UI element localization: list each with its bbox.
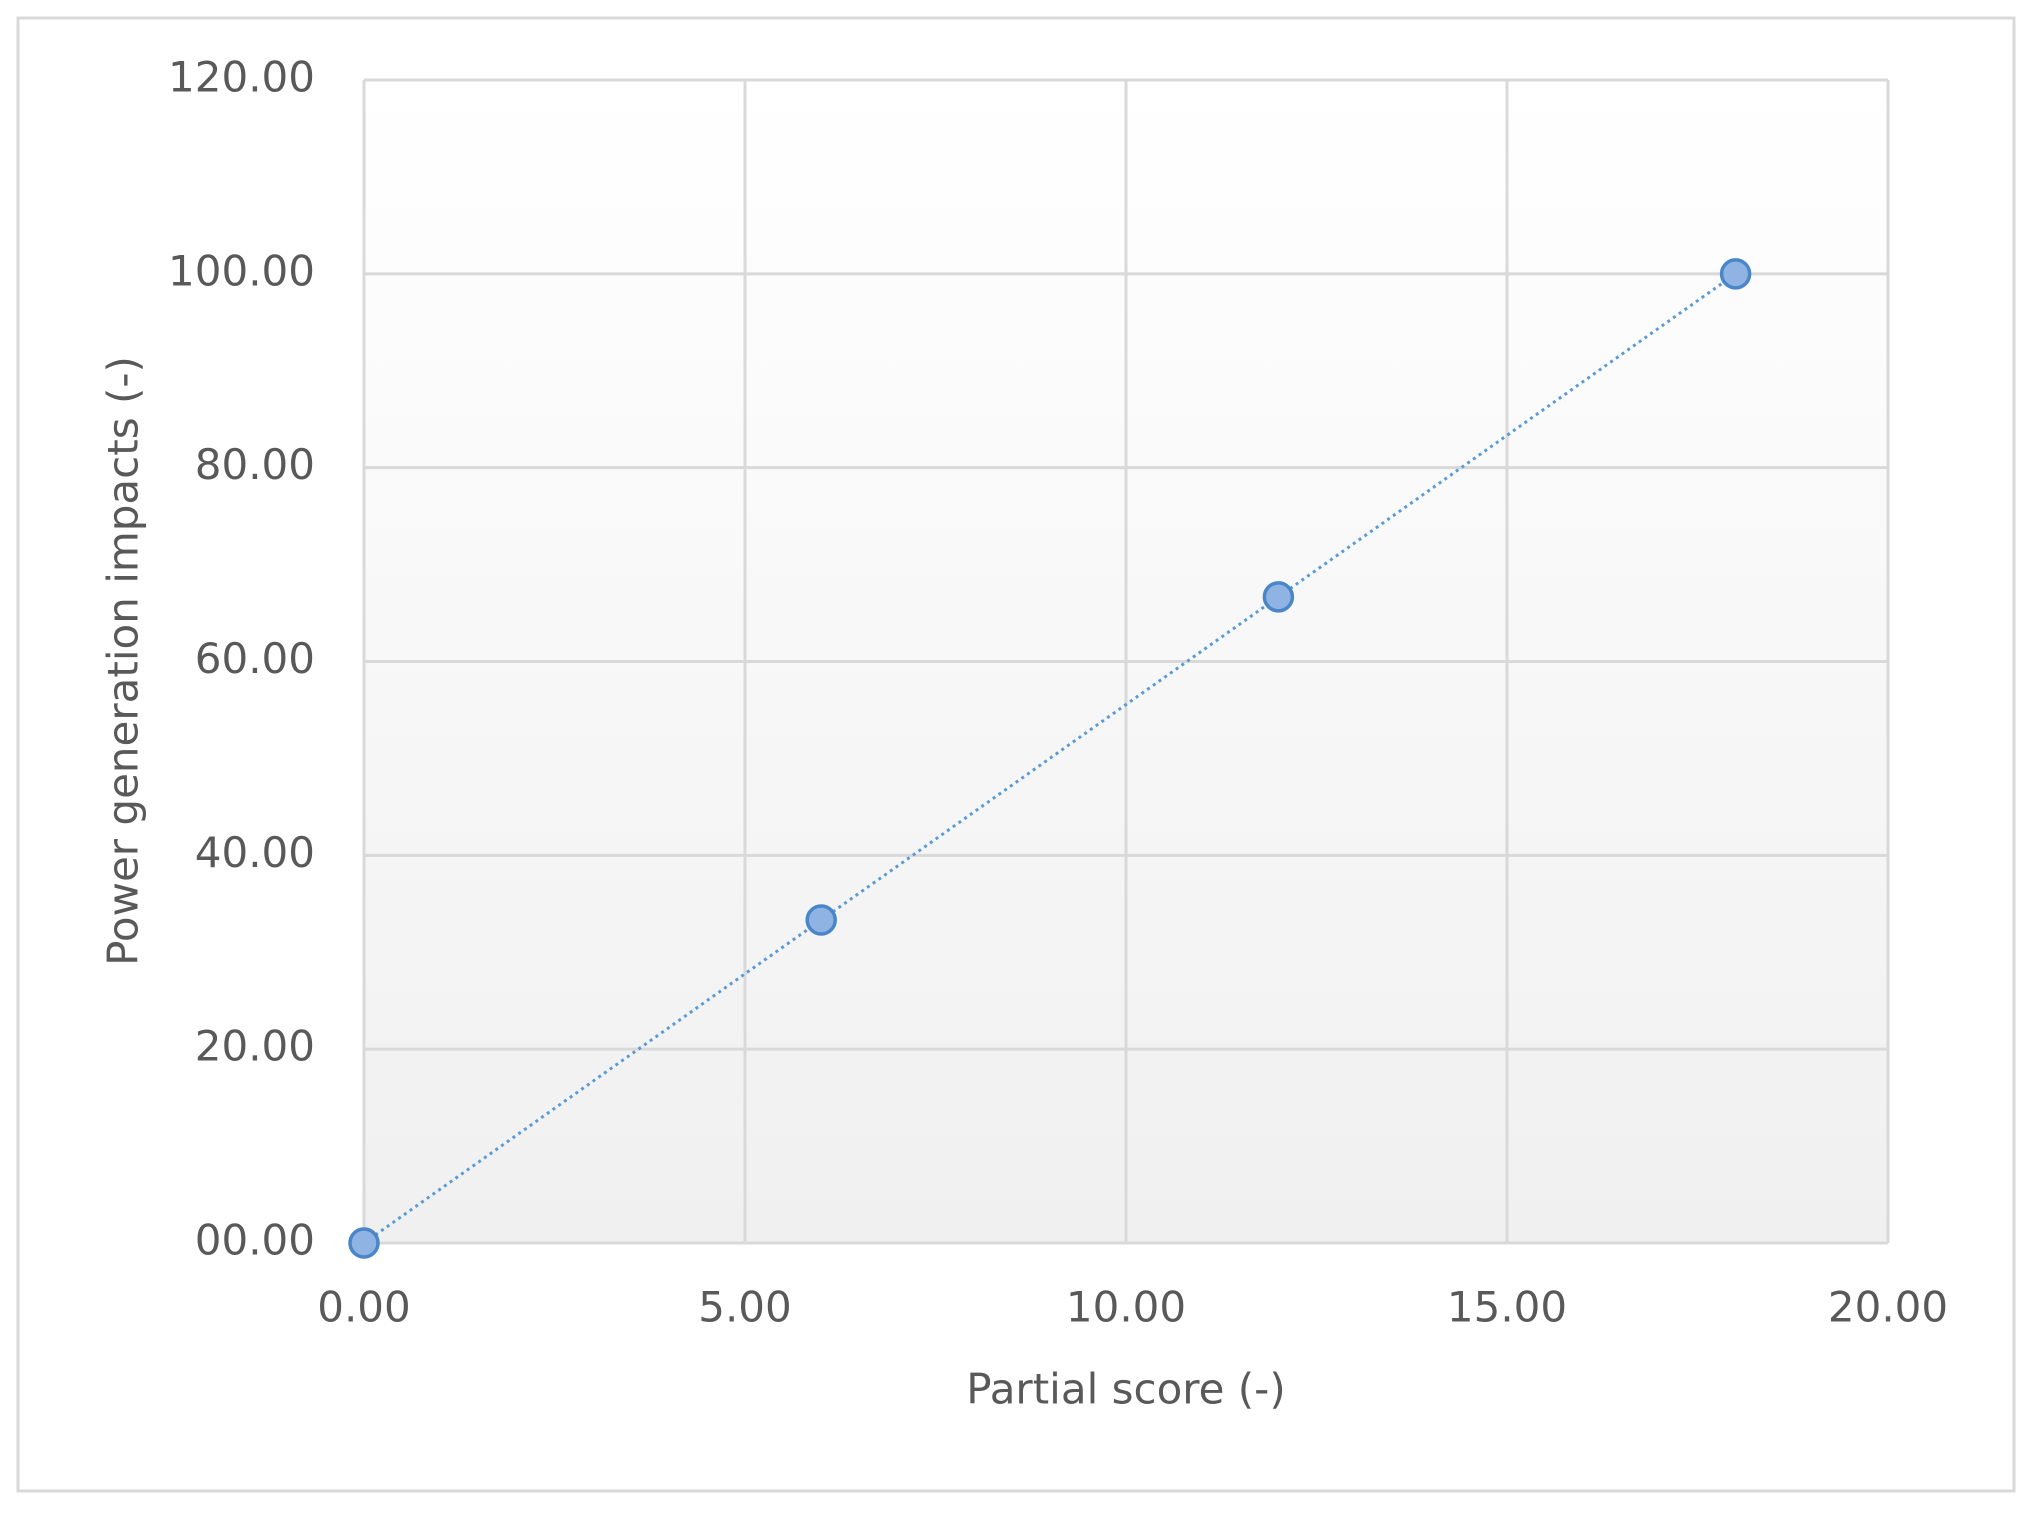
y-tick-label: 120.00 <box>168 53 315 102</box>
y-tick-label: 40.00 <box>195 828 315 877</box>
y-tick-label: 20.00 <box>195 1022 315 1071</box>
x-axis-title: Partial score (-) <box>966 1365 1285 1414</box>
x-tick-label: 20.00 <box>1828 1283 1948 1332</box>
y-tick-label: 00.00 <box>195 1216 315 1265</box>
y-axis-title: Power generation impacts (-) <box>99 356 148 966</box>
y-tick-label: 60.00 <box>195 634 315 683</box>
x-tick-label: 5.00 <box>698 1283 792 1332</box>
x-tick-label: 15.00 <box>1447 1283 1567 1332</box>
data-point <box>805 904 837 936</box>
y-tick-label: 80.00 <box>195 440 315 489</box>
data-point <box>1719 258 1752 290</box>
x-tick-label: 0.00 <box>317 1283 411 1332</box>
data-point <box>1262 581 1295 613</box>
data-point <box>348 1227 380 1259</box>
y-tick-label: 100.00 <box>168 246 315 295</box>
x-tick-label: 10.00 <box>1066 1283 1186 1332</box>
